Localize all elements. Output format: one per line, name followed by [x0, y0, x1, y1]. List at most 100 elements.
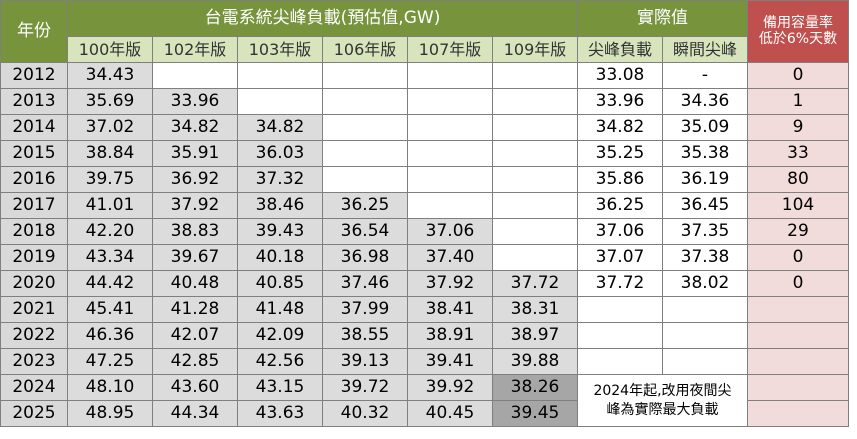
table-row: 2024 48.10 43.60 43.15 39.72 39.92 38.26 2024年起… [0, 374, 849, 427]
cell-text: 33.96 [595, 91, 645, 112]
table-row: 2017 41.01 37.92 38.46 36.25 36.25 36.45 104 [0, 192, 849, 219]
cell-text: 36.03 [255, 143, 305, 164]
cell-text: 35.69 [85, 91, 135, 112]
reserve-days-cell [747, 374, 849, 401]
forecast-cell: 39.92 [407, 374, 493, 401]
forecast-cell: 39.88 [492, 348, 578, 375]
reserve-days-cell: 29 [747, 218, 849, 245]
forecast-cell: 44.34 [152, 400, 238, 427]
forecast-cell: 37.92 [407, 270, 493, 297]
cell-text: 低於6%天數 [758, 30, 838, 47]
cell-text: 年份 [17, 21, 51, 42]
year-cell: 2024 [0, 374, 68, 401]
forecast-cell: 43.60 [152, 374, 238, 401]
peak-load-table: 年份 台電系統尖峰負載(預估值,GW) 實際值 備用容量率 低於6%天數 100年版 102… [0, 0, 849, 427]
year-cell: 2018 [0, 218, 68, 245]
forecast-cell: 36.98 [322, 244, 408, 271]
forecast-cell: 45.41 [67, 296, 153, 323]
cell-text: 104 [781, 195, 815, 216]
instant-cell: 36.19 [662, 166, 748, 193]
cell-text: 43.15 [255, 377, 305, 398]
cell-text: 48.95 [85, 403, 135, 424]
forecast-cell [492, 166, 578, 193]
cell-text: 峰為實際最大負載 [606, 401, 719, 418]
forecast-cell: 39.75 [67, 166, 153, 193]
forecast-cell [492, 244, 578, 271]
reserve-days-cell [747, 296, 849, 323]
forecast-cell: 37.92 [152, 192, 238, 219]
cell-text: 2018 [12, 221, 56, 242]
forecast-cell: 37.46 [322, 270, 408, 297]
cell-text: 42.85 [170, 351, 220, 372]
reserve-days-cell: 80 [747, 166, 849, 193]
cell-text: 37.07 [595, 247, 645, 268]
forecast-cell: 37.40 [407, 244, 493, 271]
forecast-cell: 40.45 [407, 400, 493, 427]
cell-text: 42.07 [170, 325, 220, 346]
cell-text: 1 [792, 91, 804, 112]
instant-cell: 37.38 [662, 244, 748, 271]
cell-text: 備用容量率 [763, 15, 833, 32]
actual-group-header: 實際值 [577, 0, 748, 37]
cell-text: 2019 [12, 247, 56, 268]
forecast-cell: 40.32 [322, 400, 408, 427]
table-row: 2022 46.36 42.07 42.09 38.55 38.91 38.97 [0, 322, 849, 349]
actual-header: 尖峰負載 [577, 36, 663, 63]
cell-text: 46.36 [85, 325, 135, 346]
note-cell: 2024年起,改用夜間尖 峰為實際最大負載 [577, 374, 748, 427]
forecast-cell [237, 62, 323, 89]
forecast-cell: 41.48 [237, 296, 323, 323]
peak-cell: 36.25 [577, 192, 663, 219]
cell-text: 36.25 [595, 195, 645, 216]
year-cell: 2022 [0, 322, 68, 349]
forecast-cell [322, 88, 408, 115]
forecast-cell [322, 166, 408, 193]
forecast-cell: 37.06 [407, 218, 493, 245]
forecast-cell: 36.25 [322, 192, 408, 219]
cell-text: 106年版 [333, 39, 397, 59]
cell-text: 33.08 [595, 65, 645, 86]
forecast-cell: 41.28 [152, 296, 238, 323]
instant-cell: - [662, 62, 748, 89]
forecast-cell [237, 88, 323, 115]
forecast-cell [492, 218, 578, 245]
cell-text: 39.43 [255, 221, 305, 242]
year-cell: 2021 [0, 296, 68, 323]
cell-text: 38.97 [510, 325, 560, 346]
forecast-cell: 44.42 [67, 270, 153, 297]
reserve-days-cell: 0 [747, 62, 849, 89]
cell-text: 35.09 [680, 117, 730, 138]
forecast-version-header: 102年版 [152, 36, 238, 63]
reserve-days-cell [747, 348, 849, 375]
table-row: 年份 台電系統尖峰負載(預估值,GW) 實際值 備用容量率 低於6%天數 [0, 0, 849, 63]
peak-cell: 34.82 [577, 114, 663, 141]
reserve-days-cell: 0 [747, 244, 849, 271]
instant-cell: 35.38 [662, 140, 748, 167]
forecast-cell [152, 62, 238, 89]
cell-text: 36.92 [170, 169, 220, 190]
forecast-group-header: 台電系統尖峰負載(預估值,GW) [67, 0, 578, 37]
peak-cell: 37.72 [577, 270, 663, 297]
cell-text: 107年版 [418, 39, 482, 59]
year-cell: 2016 [0, 166, 68, 193]
cell-text: 80 [787, 169, 809, 190]
reserve-days-cell: 104 [747, 192, 849, 219]
cell-text: 2025 [12, 403, 56, 424]
cell-text: 38.83 [170, 221, 220, 242]
peak-cell [577, 322, 663, 349]
forecast-cell: 35.69 [67, 88, 153, 115]
instant-cell: 38.02 [662, 270, 748, 297]
cell-text: 42.20 [85, 221, 135, 242]
reserve-days-cell: 9 [747, 114, 849, 141]
reserve-days-cell: 0 [747, 270, 849, 297]
peak-cell: 33.08 [577, 62, 663, 89]
forecast-version-header: 103年版 [237, 36, 323, 63]
forecast-cell [492, 114, 578, 141]
forecast-cell: 42.09 [237, 322, 323, 349]
table-row: 2020 44.42 40.48 40.85 37.46 37.92 37.72 37.72 3… [0, 270, 849, 297]
peak-cell [577, 348, 663, 375]
table-row: 2021 45.41 41.28 41.48 37.99 38.41 38.31 [0, 296, 849, 323]
cell-text: 0 [792, 247, 804, 268]
cell-text: 35.25 [595, 143, 645, 164]
